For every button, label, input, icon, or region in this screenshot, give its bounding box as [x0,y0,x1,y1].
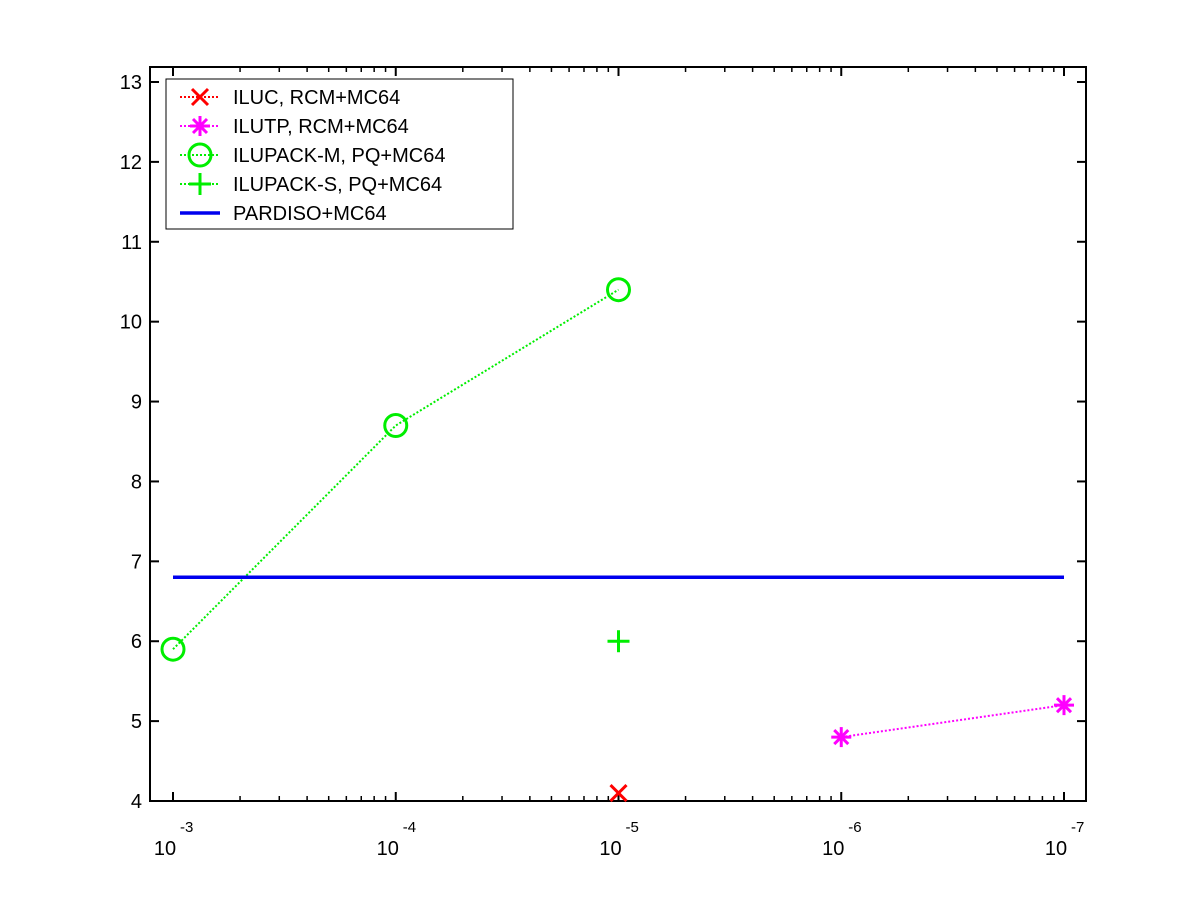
y-tick-label: 5 [131,711,142,733]
x-tick-label-exponent: -7 [1071,819,1084,836]
series-layer [160,277,1074,803]
y-tick-label: 9 [131,392,142,414]
data-point [609,783,628,803]
x-tick-label-base: 10 [154,838,176,860]
legend: ILUC, RCM+MC64 ILUTP, RCM+MC64 ILUPACK-M, … [165,78,514,230]
x-tick-label-base: 10 [1045,838,1067,860]
x-tick-label-base: 10 [377,838,399,860]
x-tick-label-base: 10 [822,838,844,860]
legend-label: ILUC, RCM+MC64 [233,87,400,109]
y-tick-label: 12 [120,152,142,174]
legend-label: PARDISO+MC64 [233,203,387,225]
y-tick-label: 6 [131,631,142,653]
legend-marker [191,117,209,135]
y-tick-label: 13 [120,72,142,94]
y-tick-label: 8 [131,471,142,493]
legend-box [165,78,514,230]
series-1 [831,695,1074,748]
data-point [383,413,409,439]
legend-label: ILUPACK-S, PQ+MC64 [233,174,442,196]
x-tick-label-exponent: -5 [626,819,639,836]
axis-ticks [150,67,1086,802]
y-tick-label: 4 [131,791,142,813]
y-axis-labels: 4 5 6 7 8 9 10 11 12 13 [120,72,142,813]
series-3 [607,630,630,653]
series-0 [609,783,628,803]
y-tick-label: 7 [131,551,142,573]
y-tick-label: 10 [120,312,142,334]
y-tick-label: 11 [121,232,142,254]
x-tick-label-exponent: -6 [848,819,861,836]
legend-marker [190,87,210,107]
x-tick-label-exponent: -3 [180,819,193,836]
series-2 [160,277,631,662]
x-tick-label-exponent: -4 [403,819,416,836]
data-point [606,277,631,303]
series-line [172,288,620,650]
data-point [1055,697,1073,714]
x-tick-label-base: 10 [599,838,621,860]
legend-label: ILUTP, RCM+MC64 [233,116,409,138]
data-point [160,636,186,662]
x-axis-labels: 10-310-410-510-610-7 [154,819,1084,860]
legend-label: ILUPACK-M, PQ+MC64 [233,145,445,167]
data-point [833,729,850,746]
series-line [841,704,1065,739]
legend-marker [187,142,213,168]
